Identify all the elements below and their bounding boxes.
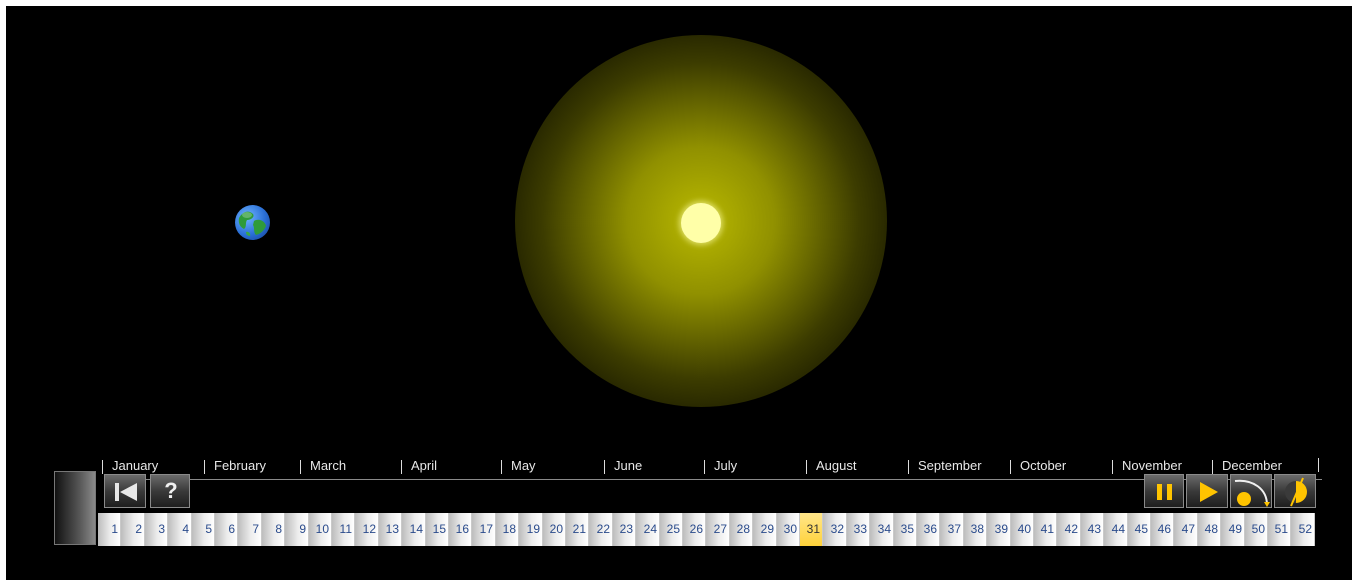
week-button[interactable]: 2 [121,513,145,546]
week-button[interactable]: 36 [917,513,940,546]
week-button[interactable]: 26 [683,513,706,546]
week-button[interactable]: 47 [1174,513,1198,546]
week-button[interactable]: 17 [472,513,496,546]
week-button[interactable]: 35 [894,513,917,546]
week-button[interactable]: 27 [706,513,730,546]
week-button[interactable]: 8 [262,513,285,546]
month-label: August [806,455,856,477]
month-label: September [908,455,982,477]
week-button[interactable]: 14 [402,513,426,546]
week-button[interactable]: 25 [660,513,683,546]
week-button[interactable]: 52 [1291,513,1315,546]
week-button[interactable]: 43 [1081,513,1104,546]
help-icon: ? [164,478,178,503]
week-button[interactable]: 24 [636,513,660,546]
week-button[interactable]: 29 [753,513,777,546]
week-button[interactable]: 23 [613,513,636,546]
week-button[interactable]: 4 [168,513,192,546]
week-button[interactable]: 13 [379,513,402,546]
simulation-stage: January February March April May June Ju… [6,6,1352,580]
play-icon [1200,482,1218,502]
month-label: October [1010,455,1066,477]
week-button[interactable]: 30 [777,513,800,546]
month-label: January [102,455,158,477]
week-button[interactable]: 48 [1198,513,1221,546]
month-label: July [704,455,737,477]
week-button[interactable]: 41 [1034,513,1057,546]
pause-button[interactable] [1144,474,1184,508]
toolbar-divider [104,479,1322,480]
week-button[interactable]: 46 [1151,513,1174,546]
month-label: February [204,455,266,477]
month-label: May [501,455,536,477]
week-button[interactable]: 19 [519,513,543,546]
week-button[interactable]: 49 [1221,513,1245,546]
week-button[interactable]: 40 [1011,513,1034,546]
reset-button[interactable] [104,474,146,508]
week-button[interactable]: 1 [98,513,121,546]
week-button[interactable]: 10 [309,513,332,546]
month-label: November [1112,455,1182,477]
week-button[interactable]: 45 [1128,513,1151,546]
pause-icon [1157,484,1172,500]
sun [681,203,721,243]
week-button[interactable]: 50 [1245,513,1268,546]
week-button[interactable]: 34 [870,513,894,546]
month-scale: January February March April May June Ju… [102,455,1332,477]
earth-icon [235,205,270,240]
play-button[interactable] [1186,474,1228,508]
week-button[interactable]: 3 [145,513,168,546]
month-label: April [401,455,437,477]
week-button[interactable]: 12 [355,513,379,546]
month-end-tick [1318,458,1319,472]
month-label: March [300,455,346,477]
week-button[interactable]: 9 [285,513,309,546]
week-button[interactable]: 32 [823,513,847,546]
skip-to-start-icon [115,483,137,501]
week-button[interactable]: 51 [1268,513,1291,546]
week-button[interactable]: 38 [964,513,987,546]
orbit-view-icon [1234,479,1270,507]
month-label: June [604,455,642,477]
week-button[interactable]: 21 [566,513,589,546]
week-button[interactable]: 22 [589,513,613,546]
week-button[interactable]: 33 [847,513,870,546]
help-button[interactable]: ? [150,474,190,508]
week-button[interactable]: 6 [215,513,238,546]
week-button[interactable]: 37 [940,513,964,546]
month-label: December [1212,455,1282,477]
week-button[interactable]: 39 [987,513,1011,546]
week-button[interactable]: 44 [1104,513,1128,546]
orbit-view-button[interactable] [1230,474,1272,508]
week-button[interactable]: 42 [1057,513,1081,546]
week-button[interactable]: 31 [800,513,823,546]
week-button[interactable]: 5 [192,513,215,546]
week-button[interactable]: 7 [238,513,262,546]
week-button[interactable]: 15 [426,513,449,546]
week-button[interactable]: 28 [730,513,753,546]
week-button[interactable]: 16 [449,513,472,546]
phase-view-button[interactable] [1274,474,1316,508]
week-button[interactable]: 11 [332,513,355,546]
week-button[interactable]: 18 [496,513,519,546]
phase-view-icon [1285,477,1307,507]
week-button[interactable]: 20 [543,513,566,546]
side-panel-handle[interactable] [54,471,96,545]
